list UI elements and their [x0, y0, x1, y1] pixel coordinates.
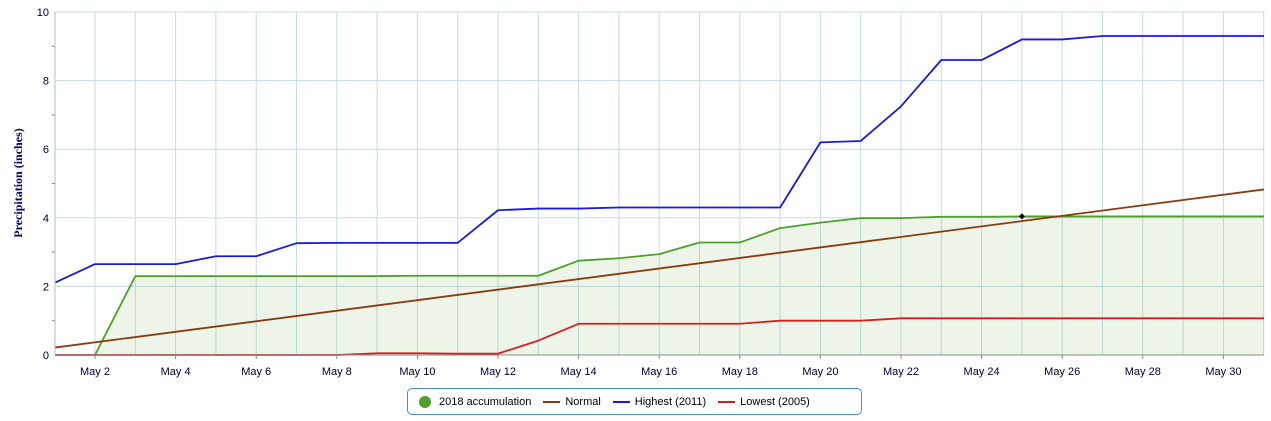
y-tick-label: 0 [43, 350, 49, 362]
axes [52, 12, 1264, 359]
series-area [95, 216, 1264, 355]
line-normal [55, 188, 1264, 349]
line-highest-2011 [55, 35, 1264, 284]
hover-marker-diamond [1018, 213, 1025, 220]
x-tick-label: May 18 [722, 366, 758, 378]
y-tick-label: 6 [43, 144, 49, 156]
legend-item-2018[interactable]: 2018 accumulation [419, 395, 532, 408]
legend-label: Highest (2011) [634, 395, 707, 408]
y-tick-labels: 0 2 4 6 8 10 [37, 7, 49, 362]
x-tick-label: May 20 [802, 366, 838, 378]
x-tick-label: May 4 [161, 366, 191, 378]
x-tick-label: May 10 [399, 366, 435, 378]
x-tick-labels: May 2 May 4 May 6 May 8 May 10 May 12 May 14 Ma… [80, 366, 1241, 378]
legend-label: 2018 accumulation [439, 395, 532, 408]
legend-item-normal[interactable]: Normal [543, 395, 601, 408]
legend-line-icon [612, 400, 630, 403]
line-2018-accumulation [94, 215, 1264, 356]
legend-dot-icon [419, 395, 431, 408]
x-tick-label: May 28 [1125, 366, 1161, 378]
legend-label: Lowest (2005) [740, 395, 810, 408]
x-tick-label: May 30 [1205, 366, 1241, 378]
x-tick-label: May 24 [964, 366, 1000, 378]
legend-line-icon [718, 400, 736, 403]
hover-marker [1018, 213, 1025, 220]
legend-label: Normal [565, 395, 601, 408]
legend-item-highest[interactable]: Highest (2011) [612, 395, 707, 408]
y-tick-label: 2 [43, 281, 49, 293]
y-axis-label: Precipitation (inches) [11, 128, 25, 237]
x-tick-label: May 16 [641, 366, 677, 378]
y-tick-label: 4 [43, 213, 49, 225]
x-tick-label: May 6 [241, 366, 271, 378]
x-tick-label: May 8 [322, 366, 352, 378]
y-tick-label: 8 [43, 76, 49, 88]
legend-line-icon [543, 400, 561, 403]
x-tick-label: May 14 [561, 366, 597, 378]
x-tick-label: May 12 [480, 366, 516, 378]
x-tick-label: May 22 [883, 366, 919, 378]
x-tick-label: May 2 [80, 366, 110, 378]
area-2018-accumulation [95, 216, 1264, 355]
x-tick-label: May 26 [1044, 366, 1080, 378]
legend-item-lowest[interactable]: Lowest (2005) [718, 396, 810, 408]
legend: 2018 accumulation Normal Highest (2011) … [407, 388, 862, 415]
y-tick-label: 10 [37, 7, 49, 19]
